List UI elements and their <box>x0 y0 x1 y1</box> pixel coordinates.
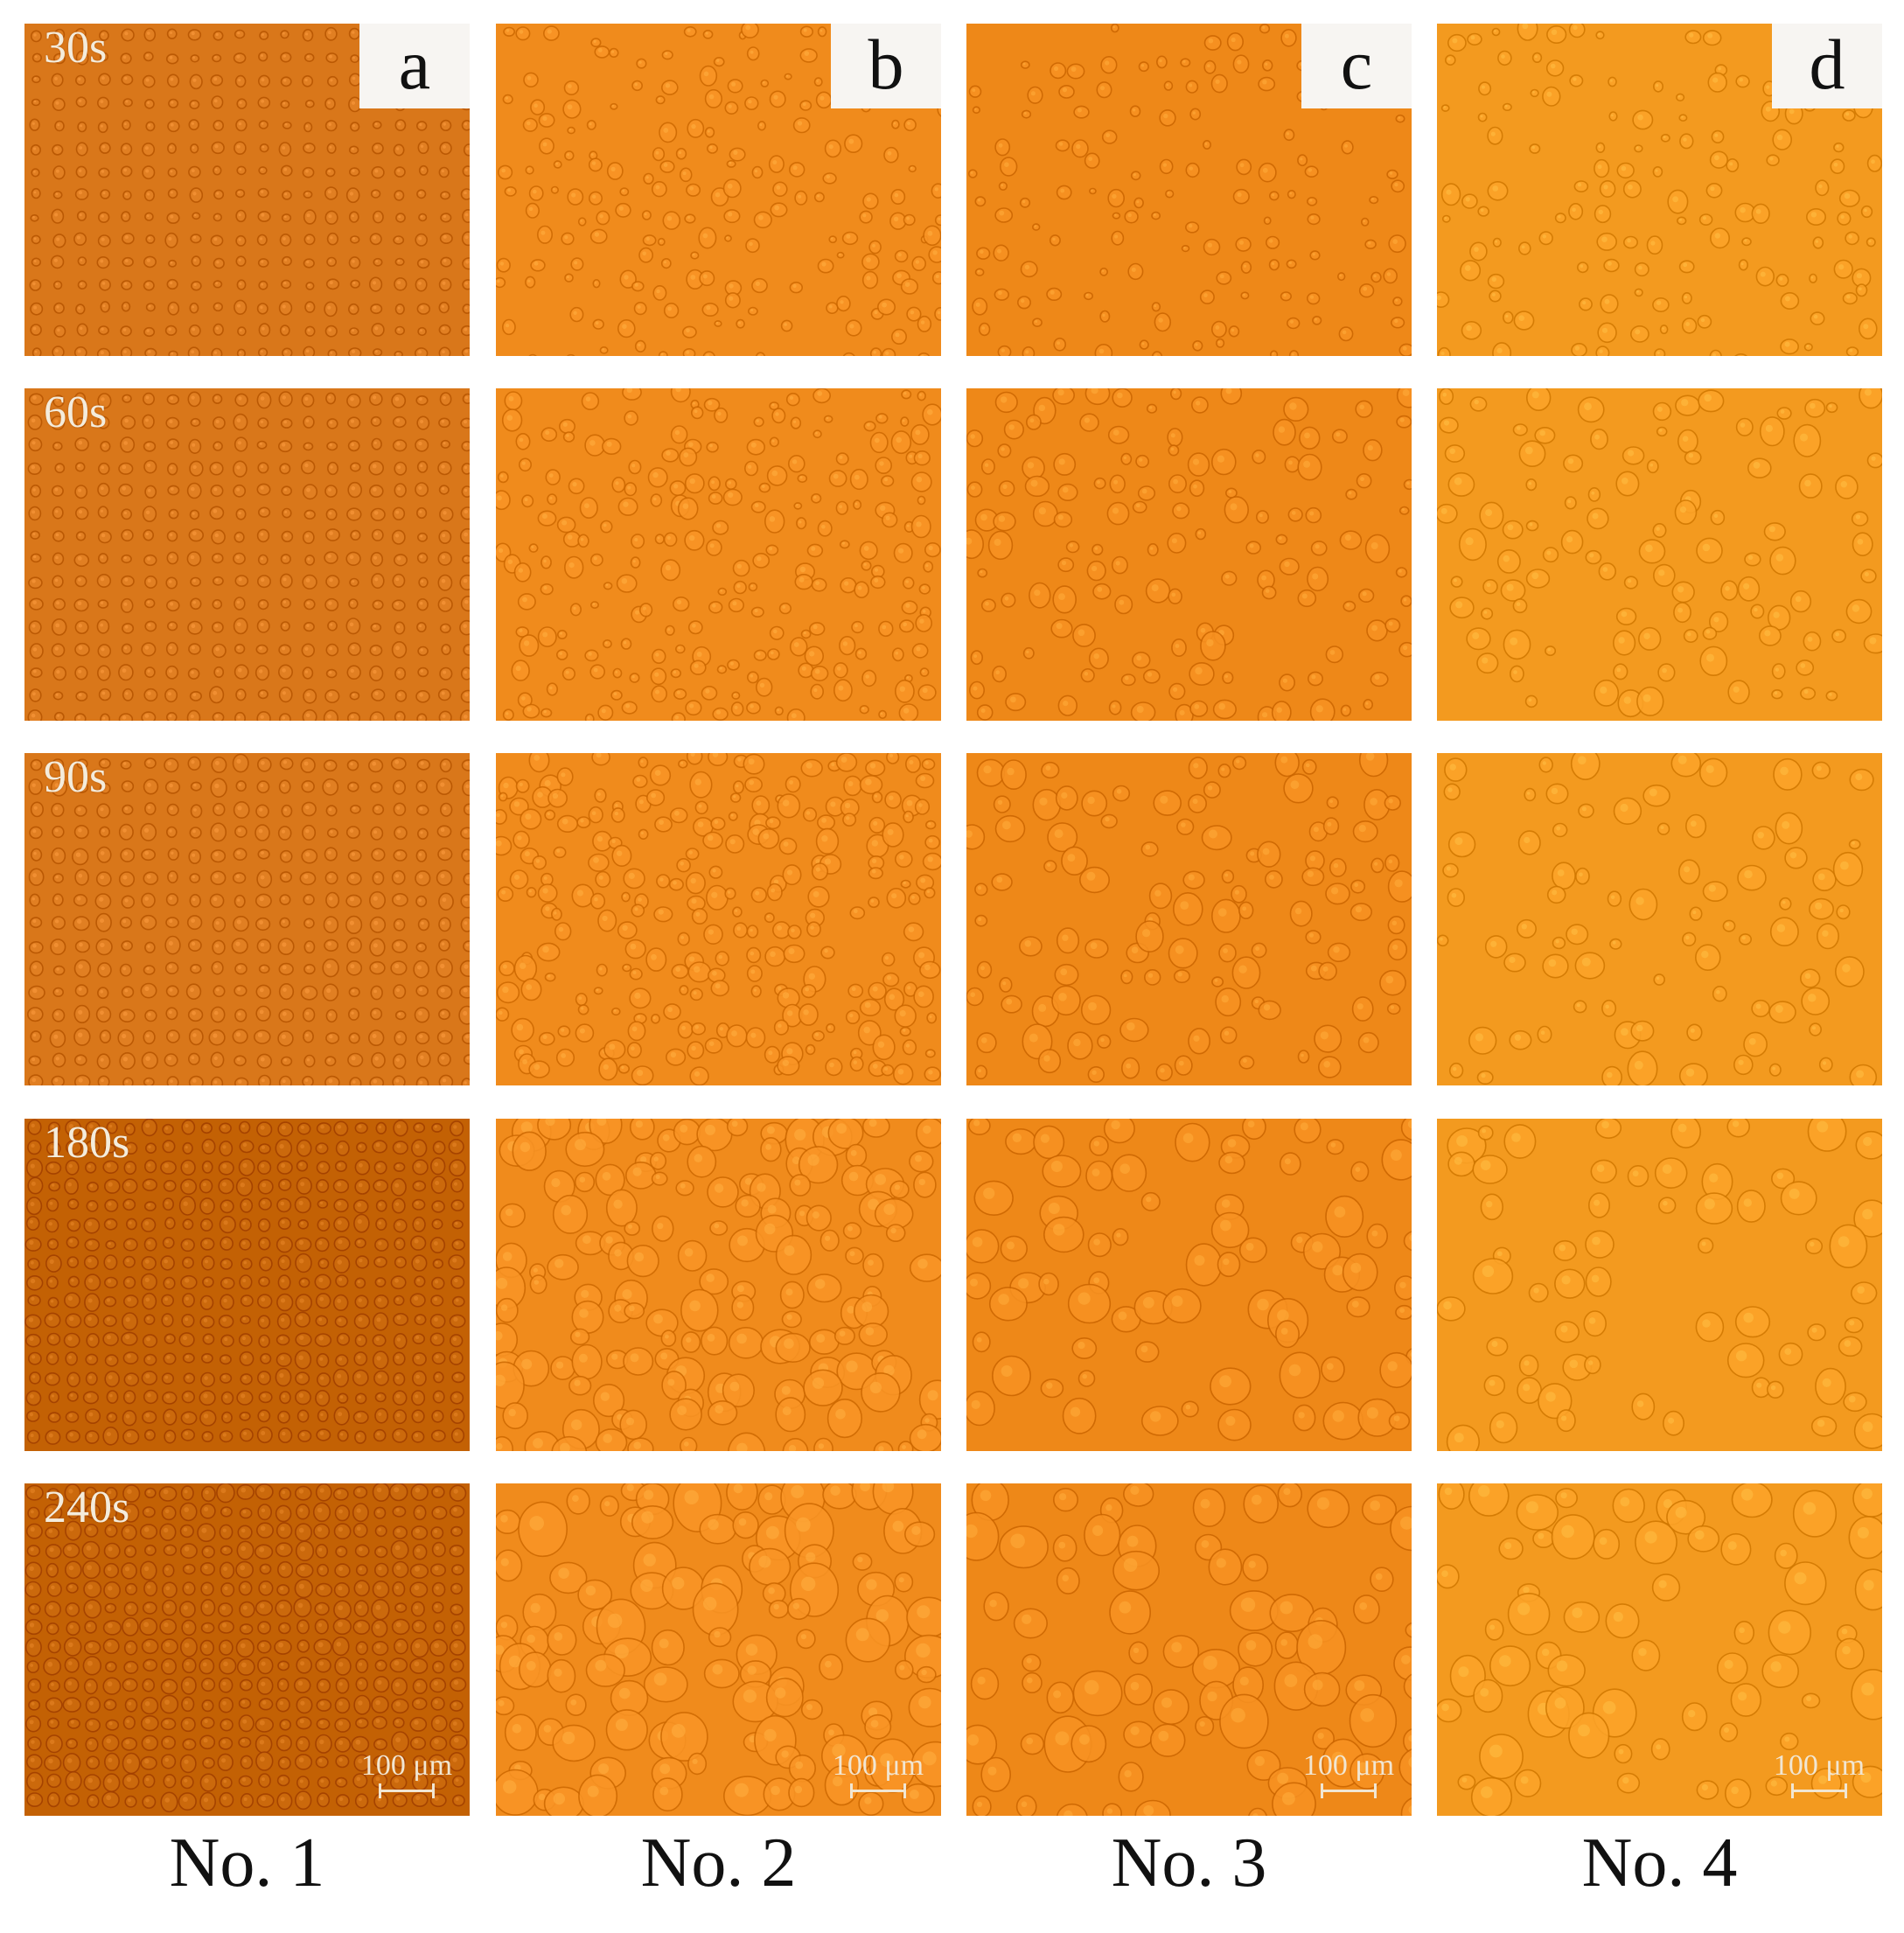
column-label: No. 1 <box>169 1825 325 1902</box>
scale-bar: 100 μm <box>826 1751 931 1804</box>
droplet-texture-image <box>24 1119 470 1451</box>
droplet-texture-image <box>966 388 1412 721</box>
micrograph-panel: 60s <box>24 388 470 721</box>
micrograph-panel: 100 μm <box>496 1483 941 1816</box>
panel-letter: a <box>398 24 431 104</box>
droplet-texture-image <box>1437 1119 1882 1451</box>
droplet-texture-image <box>496 388 941 721</box>
micrograph-panel: 90s <box>24 753 470 1085</box>
droplet-texture-image <box>1437 753 1882 1085</box>
column-label: No. 4 <box>1581 1825 1738 1902</box>
panel-letter: d <box>1809 24 1845 104</box>
column-label: No. 2 <box>640 1825 797 1902</box>
scale-bar-line <box>379 1783 435 1798</box>
droplet-texture-image <box>966 1119 1412 1451</box>
scale-bar-label: 100 μm <box>1773 1749 1866 1782</box>
panel-letter-box: b <box>831 24 941 108</box>
droplet-texture-image <box>496 753 941 1085</box>
micrograph-panel: 240s 100 μm <box>24 1483 470 1816</box>
micrograph-panel: 100 μm <box>966 1483 1412 1816</box>
scale-bar-label: 100 μm <box>360 1749 453 1782</box>
scale-bar: 100 μm <box>354 1751 459 1804</box>
scale-bar-label: 100 μm <box>1302 1749 1395 1782</box>
scale-bar-line <box>850 1783 906 1798</box>
micrograph-panel <box>496 753 941 1085</box>
droplet-texture-image <box>966 1483 1412 1816</box>
micrograph-panel <box>1437 753 1882 1085</box>
time-label: 60s <box>44 388 108 437</box>
droplet-texture-image <box>24 1483 470 1816</box>
droplet-texture-image <box>966 753 1412 1085</box>
time-label: 90s <box>44 753 108 802</box>
micrograph-panel <box>496 1119 941 1451</box>
droplet-texture-image <box>24 753 470 1085</box>
micrograph-panel: c <box>966 24 1412 356</box>
panel-letter-box: d <box>1772 24 1882 108</box>
micrograph-panel <box>1437 388 1882 721</box>
time-label: 30s <box>44 24 108 73</box>
micrograph-panel <box>496 388 941 721</box>
micrograph-panel: 100 μm <box>1437 1483 1882 1816</box>
scale-bar-line <box>1791 1783 1847 1798</box>
micrograph-panel: 180s <box>24 1119 470 1451</box>
micrograph-panel <box>966 753 1412 1085</box>
panel-letter-box: a <box>359 24 470 108</box>
droplet-texture-image <box>496 1483 941 1816</box>
micrograph-panel: b <box>496 24 941 356</box>
droplet-texture-image <box>1437 388 1882 721</box>
scale-bar-label: 100 μm <box>832 1749 924 1782</box>
micrograph-panel <box>1437 1119 1882 1451</box>
time-label: 180s <box>44 1119 130 1168</box>
time-label: 240s <box>44 1483 130 1532</box>
droplet-texture-image <box>496 1119 941 1451</box>
micrograph-panel: d <box>1437 24 1882 356</box>
micrograph-panel: 30s a <box>24 24 470 356</box>
panel-letter-box: c <box>1301 24 1412 108</box>
panel-letter: b <box>868 24 904 104</box>
scale-bar-line <box>1321 1783 1377 1798</box>
panel-letter: c <box>1340 24 1373 104</box>
scale-bar: 100 μm <box>1296 1751 1401 1804</box>
micrograph-panel <box>966 388 1412 721</box>
micrograph-panel <box>966 1119 1412 1451</box>
droplet-texture-image <box>24 388 470 721</box>
scale-bar: 100 μm <box>1767 1751 1872 1804</box>
column-label: No. 3 <box>1111 1825 1267 1902</box>
droplet-texture-image <box>1437 1483 1882 1816</box>
